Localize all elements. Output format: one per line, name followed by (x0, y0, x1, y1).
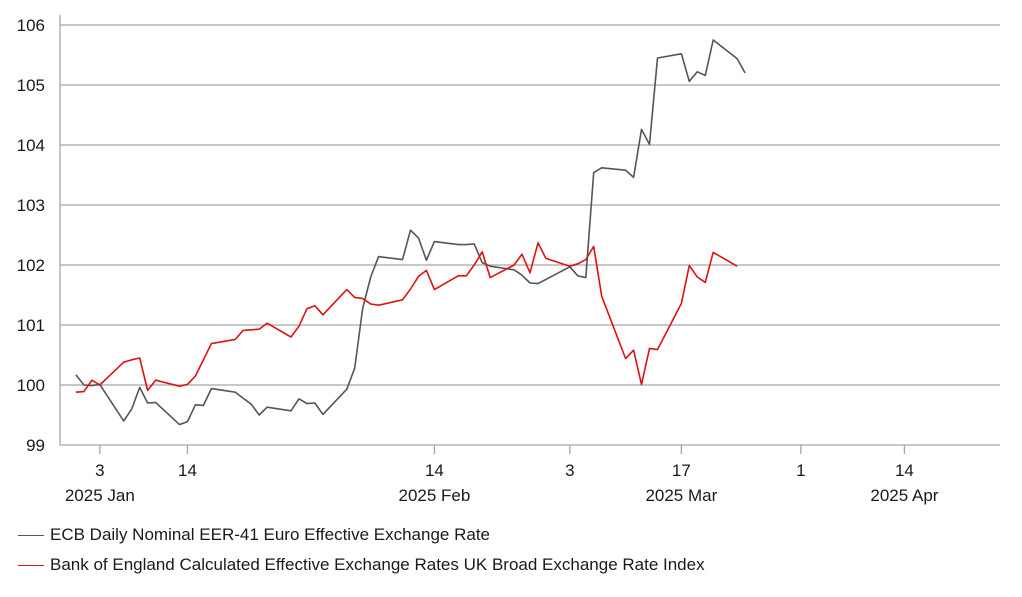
y-tick-label: 104 (17, 136, 45, 155)
x-period-label: 2025 Feb (398, 486, 470, 505)
line-chart: 99 100 101 102 103 104 105 106 3 2025 Jan 14 14 2025… (17, 15, 1000, 505)
y-tick-label: 103 (17, 196, 45, 215)
x-tick-label: 14 (895, 461, 914, 480)
y-tick-label: 106 (17, 16, 45, 35)
y-tick-label: 101 (17, 316, 45, 335)
legend-swatch-ecb (18, 534, 44, 536)
series-line-0 (75, 39, 746, 426)
legend-label-ecb: ECB Daily Nominal EER-41 Euro Effective … (50, 525, 490, 544)
x-period-label: 2025 Mar (645, 486, 717, 505)
y-tick-label: 100 (17, 376, 45, 395)
legend-swatch-boe (18, 564, 44, 566)
x-period-label: 2025 Apr (870, 486, 938, 505)
y-tick-label: 99 (26, 436, 45, 455)
series-line-1 (75, 242, 738, 393)
y-tick-label: 102 (17, 256, 45, 275)
x-tick-label: 17 (672, 461, 691, 480)
legend-item-ecb: ECB Daily Nominal EER-41 Euro Effective … (18, 520, 705, 550)
x-tick-label: 14 (178, 461, 197, 480)
legend-label-boe: Bank of England Calculated Effective Exc… (50, 555, 705, 574)
legend: ECB Daily Nominal EER-41 Euro Effective … (18, 520, 705, 580)
legend-item-boe: Bank of England Calculated Effective Exc… (18, 550, 705, 580)
x-tick-label: 1 (796, 461, 805, 480)
y-tick-label: 105 (17, 76, 45, 95)
x-period-label: 2025 Jan (65, 486, 135, 505)
x-tick-label: 14 (425, 461, 444, 480)
x-tick-label: 3 (565, 461, 574, 480)
x-tick-label: 3 (95, 461, 104, 480)
